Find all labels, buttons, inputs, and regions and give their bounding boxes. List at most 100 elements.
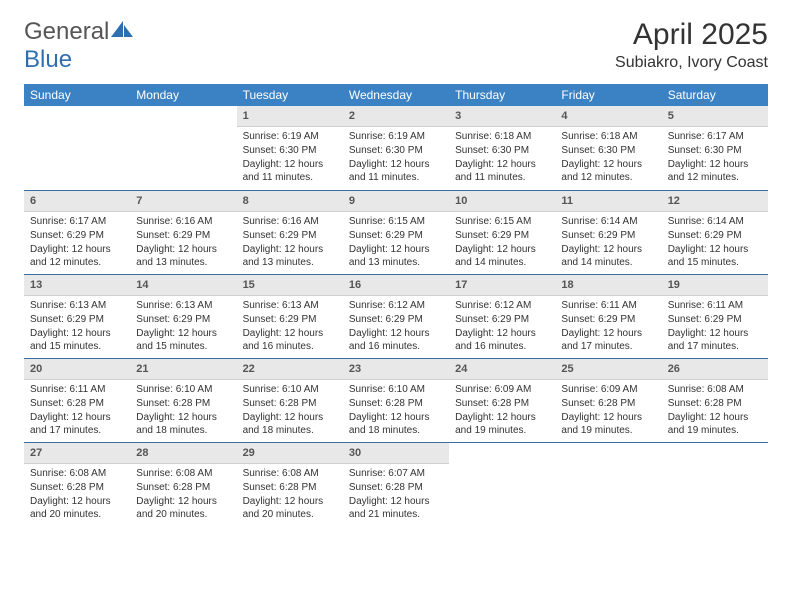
sunset-text: Sunset: 6:28 PM	[136, 397, 230, 410]
location-label: Subiakro, Ivory Coast	[615, 54, 768, 72]
daylight-text: Daylight: 12 hours and 18 minutes.	[243, 411, 337, 437]
day-data: Sunrise: 6:12 AMSunset: 6:29 PMDaylight:…	[449, 296, 555, 357]
sunrise-text: Sunrise: 6:13 AM	[30, 299, 124, 312]
sail-icon	[109, 19, 135, 39]
day-number: 3	[449, 106, 555, 127]
day-number: 6	[24, 191, 130, 212]
sunrise-text: Sunrise: 6:08 AM	[136, 467, 230, 480]
sunrise-text: Sunrise: 6:09 AM	[561, 383, 655, 396]
calendar-cell: 28Sunrise: 6:08 AMSunset: 6:28 PMDayligh…	[130, 442, 236, 526]
day-data: Sunrise: 6:19 AMSunset: 6:30 PMDaylight:…	[343, 127, 449, 188]
day-number: 16	[343, 275, 449, 296]
day-header-saturday: Saturday	[662, 84, 768, 106]
calendar-cell: 1Sunrise: 6:19 AMSunset: 6:30 PMDaylight…	[237, 106, 343, 190]
sunrise-text: Sunrise: 6:19 AM	[243, 130, 337, 143]
day-number: 2	[343, 106, 449, 127]
daylight-text: Daylight: 12 hours and 13 minutes.	[349, 243, 443, 269]
sunset-text: Sunset: 6:29 PM	[668, 229, 762, 242]
day-header-friday: Friday	[555, 84, 661, 106]
calendar-cell: 23Sunrise: 6:10 AMSunset: 6:28 PMDayligh…	[343, 358, 449, 442]
sunset-text: Sunset: 6:29 PM	[561, 313, 655, 326]
sunset-text: Sunset: 6:28 PM	[30, 397, 124, 410]
sunset-text: Sunset: 6:28 PM	[349, 481, 443, 494]
sunset-text: Sunset: 6:29 PM	[30, 229, 124, 242]
day-data: Sunrise: 6:15 AMSunset: 6:29 PMDaylight:…	[343, 212, 449, 273]
day-number: 17	[449, 275, 555, 296]
day-number: 20	[24, 359, 130, 380]
calendar-cell: 26Sunrise: 6:08 AMSunset: 6:28 PMDayligh…	[662, 358, 768, 442]
day-data: Sunrise: 6:17 AMSunset: 6:29 PMDaylight:…	[24, 212, 130, 273]
day-number: 5	[662, 106, 768, 127]
sunset-text: Sunset: 6:28 PM	[455, 397, 549, 410]
sunset-text: Sunset: 6:29 PM	[243, 229, 337, 242]
calendar-cell: 9Sunrise: 6:15 AMSunset: 6:29 PMDaylight…	[343, 190, 449, 274]
daylight-text: Daylight: 12 hours and 14 minutes.	[455, 243, 549, 269]
calendar-cell: 24Sunrise: 6:09 AMSunset: 6:28 PMDayligh…	[449, 358, 555, 442]
month-title: April 2025	[615, 18, 768, 52]
calendar-cell: 30Sunrise: 6:07 AMSunset: 6:28 PMDayligh…	[343, 442, 449, 526]
day-number: 24	[449, 359, 555, 380]
daylight-text: Daylight: 12 hours and 12 minutes.	[668, 158, 762, 184]
sunrise-text: Sunrise: 6:10 AM	[349, 383, 443, 396]
calendar-cell: ..	[24, 106, 130, 190]
day-data: Sunrise: 6:08 AMSunset: 6:28 PMDaylight:…	[662, 380, 768, 441]
sunrise-text: Sunrise: 6:12 AM	[455, 299, 549, 312]
daylight-text: Daylight: 12 hours and 17 minutes.	[30, 411, 124, 437]
daylight-text: Daylight: 12 hours and 11 minutes.	[455, 158, 549, 184]
sunrise-text: Sunrise: 6:11 AM	[561, 299, 655, 312]
calendar-cell: 10Sunrise: 6:15 AMSunset: 6:29 PMDayligh…	[449, 190, 555, 274]
sunrise-text: Sunrise: 6:07 AM	[349, 467, 443, 480]
calendar-cell: 13Sunrise: 6:13 AMSunset: 6:29 PMDayligh…	[24, 274, 130, 358]
day-data: Sunrise: 6:18 AMSunset: 6:30 PMDaylight:…	[449, 127, 555, 188]
sunset-text: Sunset: 6:28 PM	[30, 481, 124, 494]
sunset-text: Sunset: 6:28 PM	[136, 481, 230, 494]
day-number: 26	[662, 359, 768, 380]
header: GeneralBlue April 2025 Subiakro, Ivory C…	[24, 18, 768, 74]
day-data: Sunrise: 6:13 AMSunset: 6:29 PMDaylight:…	[237, 296, 343, 357]
sunrise-text: Sunrise: 6:08 AM	[30, 467, 124, 480]
daylight-text: Daylight: 12 hours and 20 minutes.	[30, 495, 124, 521]
day-number: 18	[555, 275, 661, 296]
daylight-text: Daylight: 12 hours and 11 minutes.	[349, 158, 443, 184]
daylight-text: Daylight: 12 hours and 16 minutes.	[243, 327, 337, 353]
sunset-text: Sunset: 6:30 PM	[561, 144, 655, 157]
daylight-text: Daylight: 12 hours and 15 minutes.	[30, 327, 124, 353]
daylight-text: Daylight: 12 hours and 12 minutes.	[30, 243, 124, 269]
day-number: 1	[237, 106, 343, 127]
sunrise-text: Sunrise: 6:13 AM	[243, 299, 337, 312]
daylight-text: Daylight: 12 hours and 13 minutes.	[243, 243, 337, 269]
day-number: 11	[555, 191, 661, 212]
day-data: Sunrise: 6:08 AMSunset: 6:28 PMDaylight:…	[237, 464, 343, 525]
sunrise-text: Sunrise: 6:12 AM	[349, 299, 443, 312]
day-data: Sunrise: 6:19 AMSunset: 6:30 PMDaylight:…	[237, 127, 343, 188]
day-number: 25	[555, 359, 661, 380]
sunrise-text: Sunrise: 6:17 AM	[30, 215, 124, 228]
day-data: Sunrise: 6:14 AMSunset: 6:29 PMDaylight:…	[662, 212, 768, 273]
sunrise-text: Sunrise: 6:18 AM	[561, 130, 655, 143]
daylight-text: Daylight: 12 hours and 17 minutes.	[668, 327, 762, 353]
day-number: 13	[24, 275, 130, 296]
calendar-cell: 8Sunrise: 6:16 AMSunset: 6:29 PMDaylight…	[237, 190, 343, 274]
sunset-text: Sunset: 6:29 PM	[455, 229, 549, 242]
sunrise-text: Sunrise: 6:10 AM	[243, 383, 337, 396]
calendar-cell: 11Sunrise: 6:14 AMSunset: 6:29 PMDayligh…	[555, 190, 661, 274]
calendar-cell: 4Sunrise: 6:18 AMSunset: 6:30 PMDaylight…	[555, 106, 661, 190]
day-data: Sunrise: 6:16 AMSunset: 6:29 PMDaylight:…	[237, 212, 343, 273]
calendar-cell: ..	[555, 442, 661, 526]
sunset-text: Sunset: 6:30 PM	[455, 144, 549, 157]
sunset-text: Sunset: 6:29 PM	[668, 313, 762, 326]
calendar-week-row: 13Sunrise: 6:13 AMSunset: 6:29 PMDayligh…	[24, 274, 768, 358]
day-data: Sunrise: 6:10 AMSunset: 6:28 PMDaylight:…	[130, 380, 236, 441]
sunset-text: Sunset: 6:29 PM	[136, 313, 230, 326]
day-data: Sunrise: 6:18 AMSunset: 6:30 PMDaylight:…	[555, 127, 661, 188]
daylight-text: Daylight: 12 hours and 12 minutes.	[561, 158, 655, 184]
day-data: Sunrise: 6:17 AMSunset: 6:30 PMDaylight:…	[662, 127, 768, 188]
daylight-text: Daylight: 12 hours and 21 minutes.	[349, 495, 443, 521]
daylight-text: Daylight: 12 hours and 20 minutes.	[136, 495, 230, 521]
day-number: 7	[130, 191, 236, 212]
day-data: Sunrise: 6:10 AMSunset: 6:28 PMDaylight:…	[237, 380, 343, 441]
day-data: Sunrise: 6:08 AMSunset: 6:28 PMDaylight:…	[24, 464, 130, 525]
calendar-cell: 19Sunrise: 6:11 AMSunset: 6:29 PMDayligh…	[662, 274, 768, 358]
sunrise-text: Sunrise: 6:11 AM	[668, 299, 762, 312]
day-data: Sunrise: 6:13 AMSunset: 6:29 PMDaylight:…	[24, 296, 130, 357]
